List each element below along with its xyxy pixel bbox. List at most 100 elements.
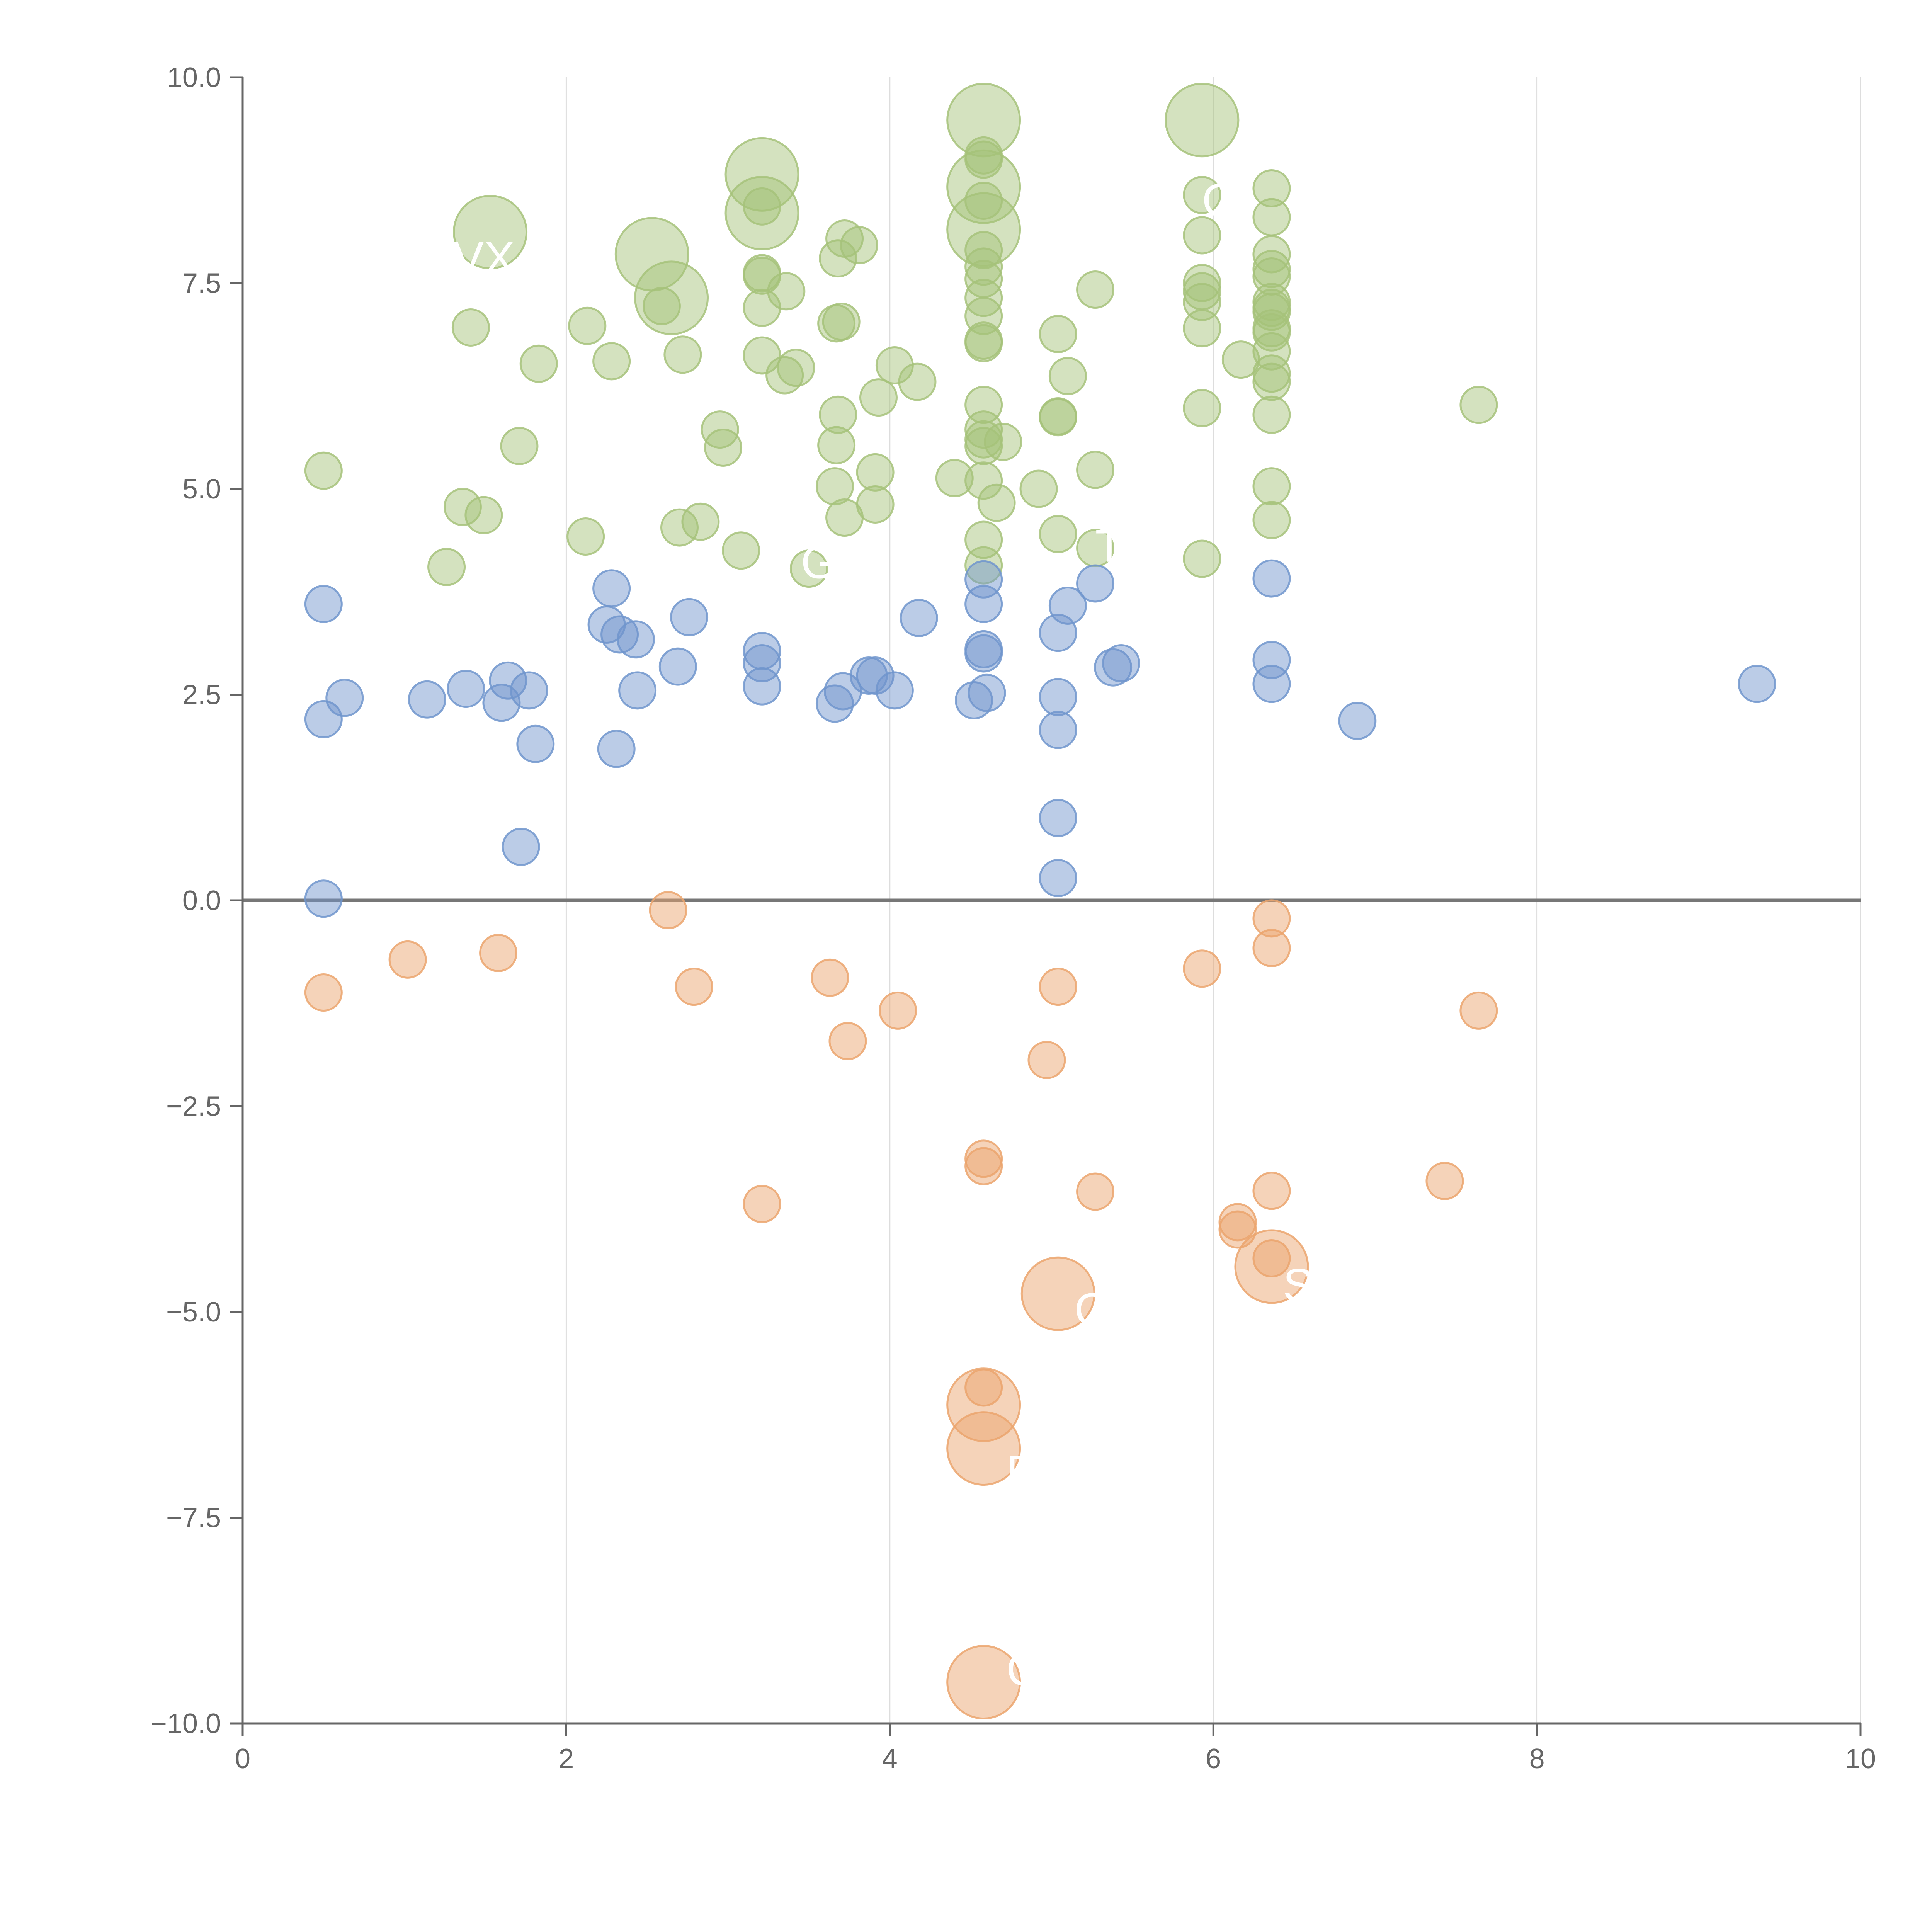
data-point <box>1252 929 1291 968</box>
data-point <box>1076 1172 1115 1211</box>
data-point <box>984 423 1022 461</box>
data-point <box>325 679 364 717</box>
y-tick-label: −5.0 <box>166 1297 221 1328</box>
data-point <box>1183 216 1221 255</box>
data-point <box>743 256 781 295</box>
data-point <box>946 83 1021 158</box>
data-point <box>1039 859 1077 897</box>
data-point <box>968 673 1006 712</box>
data-point <box>642 287 681 325</box>
data-point <box>777 349 815 387</box>
data-point <box>964 247 1003 286</box>
data-point <box>743 644 781 683</box>
data-point <box>1183 539 1221 578</box>
y-tick-label: −7.5 <box>166 1503 221 1534</box>
data-point <box>1183 309 1221 348</box>
data-point <box>388 940 427 979</box>
data-point <box>1183 389 1221 427</box>
annotations: VX ' GL T Q S C P C <box>453 175 1314 1696</box>
data-point <box>453 194 528 269</box>
data-point <box>1252 1172 1291 1210</box>
annotation-label: GL <box>801 537 863 588</box>
data-point <box>964 182 1003 220</box>
data-point <box>722 531 760 570</box>
data-point <box>447 670 485 708</box>
data-point <box>1252 169 1291 208</box>
data-point <box>955 681 993 719</box>
data-point <box>1459 991 1498 1030</box>
y-tick-label: 7.5 <box>182 268 221 299</box>
data-point <box>479 934 518 972</box>
y-tick-label: −2.5 <box>166 1091 221 1122</box>
data-point <box>1338 702 1377 740</box>
data-point <box>879 991 917 1030</box>
data-point <box>1039 315 1077 354</box>
y-tick-label: 5.0 <box>182 474 221 505</box>
data-point <box>1183 176 1221 214</box>
data-point <box>815 467 854 506</box>
data-point <box>489 661 527 700</box>
x-tick-label: 8 <box>1529 1743 1545 1774</box>
data-point <box>675 968 713 1006</box>
data-point <box>1027 1041 1066 1079</box>
annotation-label: C <box>1006 1644 1040 1696</box>
data-point <box>1425 1162 1464 1200</box>
data-point <box>1183 282 1221 321</box>
data-point <box>500 427 539 465</box>
data-point <box>304 585 343 623</box>
y-tick-label: 0.0 <box>182 885 221 916</box>
data-point <box>856 485 895 524</box>
y-tick-label: 10.0 <box>167 62 221 93</box>
data-point <box>819 395 857 434</box>
data-point <box>765 356 804 395</box>
data-point <box>464 496 503 534</box>
annotation-label: T <box>1095 520 1124 572</box>
data-point <box>1252 362 1291 401</box>
data-point <box>828 1022 867 1060</box>
data-point <box>1252 332 1291 371</box>
data-point <box>964 410 1003 449</box>
data-point <box>1039 799 1077 837</box>
data-point <box>946 1367 1021 1442</box>
data-point <box>502 828 540 866</box>
data-point <box>1102 644 1141 683</box>
data-point <box>304 700 343 738</box>
data-point <box>1039 678 1077 716</box>
data-point <box>704 429 743 467</box>
data-point <box>597 730 636 768</box>
data-point <box>566 517 605 556</box>
data-point <box>1039 515 1077 553</box>
data-point <box>1252 467 1291 506</box>
data-point <box>649 891 687 930</box>
annotation-label: Q <box>1202 175 1238 226</box>
data-point <box>840 226 878 265</box>
data-point <box>304 451 343 490</box>
data-point <box>510 671 548 710</box>
data-point <box>408 680 446 719</box>
data-point <box>946 1411 1021 1486</box>
data-point <box>1459 386 1498 424</box>
data-point <box>964 546 1003 585</box>
data-point <box>592 569 631 608</box>
data-point <box>743 1185 781 1223</box>
data-point <box>856 656 895 695</box>
data-point <box>1252 395 1291 434</box>
data-point <box>743 667 781 706</box>
data-point <box>592 342 631 381</box>
data-point <box>964 427 1003 465</box>
data-point <box>964 1147 1003 1185</box>
data-point <box>519 344 558 383</box>
data-point <box>900 599 938 637</box>
data-point <box>1252 1239 1291 1278</box>
data-point <box>1076 270 1115 309</box>
data-point <box>935 459 974 497</box>
data-point <box>856 453 895 492</box>
data-point <box>600 615 639 654</box>
data-point <box>1218 1210 1257 1249</box>
annotation-label: C <box>1074 1284 1108 1336</box>
y-tick-label: 2.5 <box>182 680 221 711</box>
data-point <box>1020 1256 1095 1331</box>
data-point <box>1252 293 1291 331</box>
annotation-label: VX <box>453 232 515 284</box>
data-point <box>964 324 1003 362</box>
